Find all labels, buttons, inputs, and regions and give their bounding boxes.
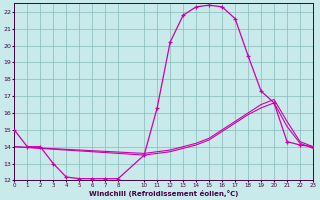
X-axis label: Windchill (Refroidissement éolien,°C): Windchill (Refroidissement éolien,°C) [89, 190, 238, 197]
